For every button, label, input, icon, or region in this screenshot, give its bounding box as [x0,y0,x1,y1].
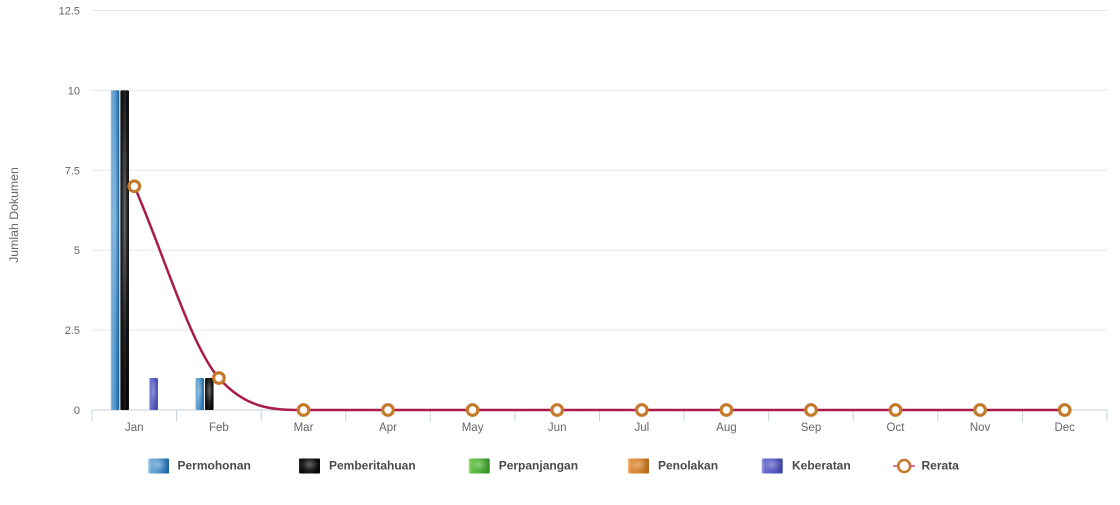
svg-text:2.5: 2.5 [65,325,80,337]
svg-text:Jul: Jul [634,422,649,434]
svg-text:Jan: Jan [125,422,144,434]
svg-text:Nov: Nov [970,422,991,434]
svg-text:Dec: Dec [1054,422,1075,434]
svg-text:7.5: 7.5 [65,165,80,177]
svg-text:Rerata: Rerata [922,459,960,473]
svg-text:May: May [462,422,484,434]
svg-text:Aug: Aug [716,422,736,434]
svg-text:Jumlah Dokumen: Jumlah Dokumen [7,167,21,263]
svg-text:Perpanjangan: Perpanjangan [499,459,578,473]
svg-text:5: 5 [74,245,80,257]
svg-text:Pemberitahuan: Pemberitahuan [329,459,416,473]
svg-text:Permohonan: Permohonan [178,459,251,473]
svg-text:Oct: Oct [887,422,906,434]
svg-text:0: 0 [74,405,80,417]
svg-text:Mar: Mar [294,422,314,434]
svg-text:Sep: Sep [801,422,821,434]
svg-text:12.5: 12.5 [59,6,80,18]
svg-text:10: 10 [68,85,80,97]
svg-text:Keberatan: Keberatan [792,459,851,473]
svg-text:Jun: Jun [548,422,567,434]
svg-text:Feb: Feb [209,422,229,434]
svg-text:Apr: Apr [379,422,397,434]
svg-text:Penolakan: Penolakan [658,459,718,473]
